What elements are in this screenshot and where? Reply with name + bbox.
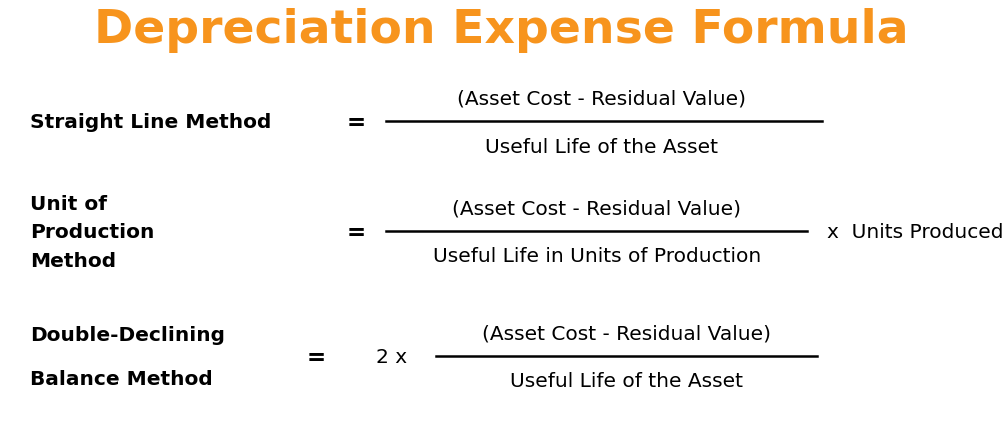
Text: 2 x: 2 x	[376, 347, 407, 367]
Text: Production: Production	[30, 223, 154, 242]
Text: x  Units Produced: x Units Produced	[827, 223, 1002, 242]
Text: Depreciation Expense Formula: Depreciation Expense Formula	[94, 8, 908, 53]
Text: =: =	[346, 221, 366, 244]
Text: (Asset Cost - Residual Value): (Asset Cost - Residual Value)	[482, 323, 771, 343]
Text: Balance Method: Balance Method	[30, 369, 212, 389]
Text: Method: Method	[30, 251, 116, 270]
Text: Double-Declining: Double-Declining	[30, 325, 224, 345]
Text: Useful Life in Units of Production: Useful Life in Units of Production	[432, 247, 761, 266]
Text: Useful Life of the Asset: Useful Life of the Asset	[510, 371, 742, 391]
Text: =: =	[306, 346, 326, 368]
Text: Straight Line Method: Straight Line Method	[30, 113, 272, 132]
Text: =: =	[346, 111, 366, 134]
Text: Unit of: Unit of	[30, 194, 107, 213]
Text: (Asset Cost - Residual Value): (Asset Cost - Residual Value)	[452, 198, 740, 218]
Text: (Asset Cost - Residual Value): (Asset Cost - Residual Value)	[457, 89, 745, 108]
Text: Useful Life of the Asset: Useful Life of the Asset	[485, 137, 717, 156]
